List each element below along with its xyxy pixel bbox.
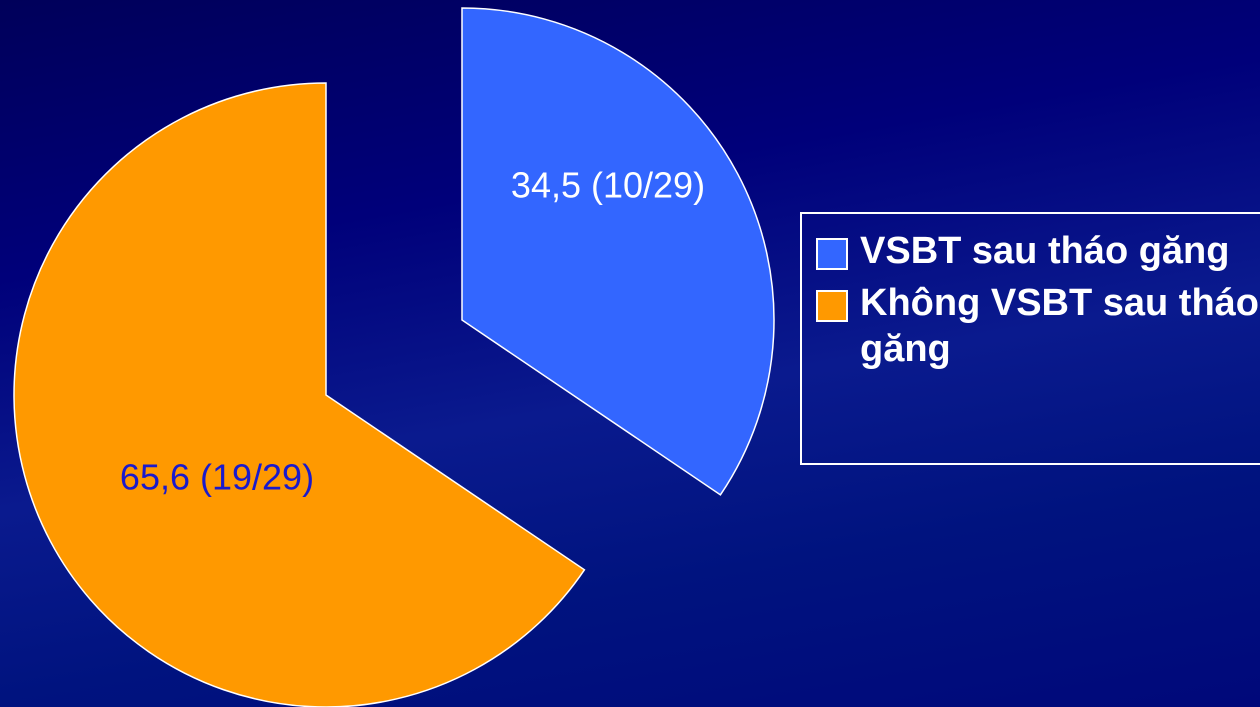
pie-slice: [461, 7, 775, 496]
legend-swatch: [816, 290, 848, 322]
legend-label: Không VSBT sau tháo găng: [860, 282, 1259, 370]
legend-entry: VSBT sau tháo găng: [816, 228, 1260, 274]
slice-label: 65,6 (19/29): [120, 457, 314, 498]
pie-slice: [13, 82, 586, 707]
legend-entry: Không VSBT sau tháo găng: [816, 280, 1260, 372]
legend-label: VSBT sau tháo găng: [860, 230, 1230, 272]
slice-label: 34,5 (10/29): [511, 165, 705, 206]
legend-swatch: [816, 238, 848, 270]
legend: VSBT sau tháo găng Không VSBT sau tháo gă…: [800, 212, 1260, 465]
